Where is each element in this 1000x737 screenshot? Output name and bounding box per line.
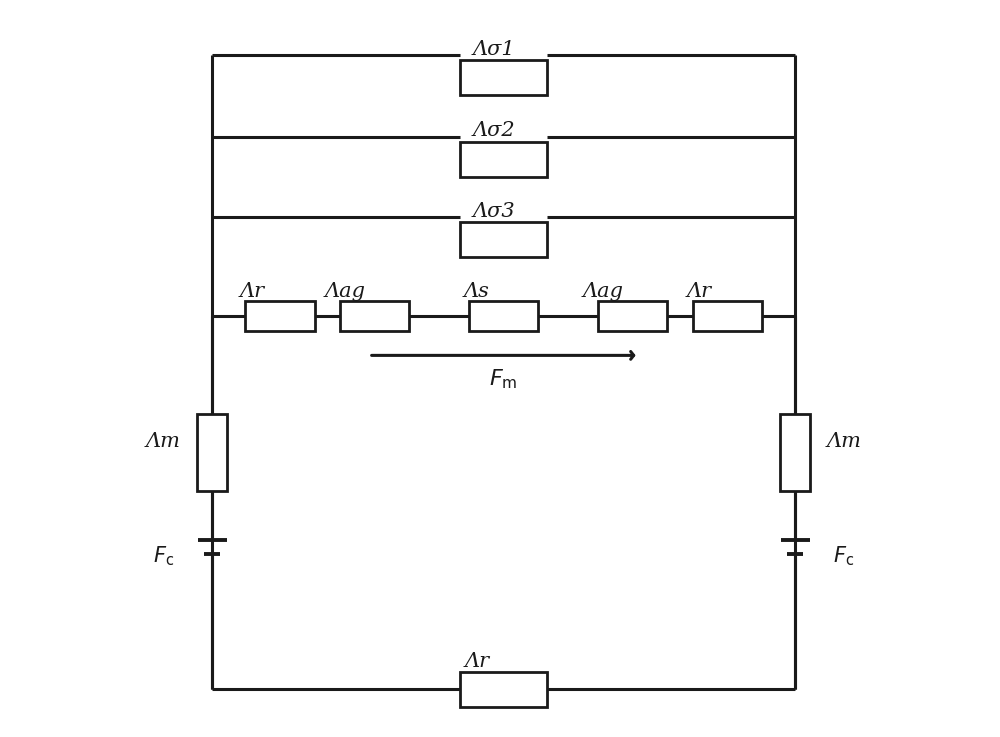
Bar	[460, 222, 547, 257]
Bar	[460, 142, 547, 177]
Text: Λag: Λag	[583, 282, 624, 301]
Text: $F_{\rm c}$: $F_{\rm c}$	[153, 545, 174, 568]
Text: Λr: Λr	[240, 282, 265, 301]
Text: $F_{\rm c}$: $F_{\rm c}$	[833, 545, 854, 568]
Bar	[460, 60, 547, 94]
Bar	[780, 414, 810, 491]
Text: Λσ1: Λσ1	[473, 40, 515, 59]
Text: Λr: Λr	[687, 282, 712, 301]
Bar	[197, 414, 227, 491]
Text: Λm: Λm	[146, 432, 181, 451]
Text: Λσ2: Λσ2	[473, 122, 515, 141]
Bar	[340, 301, 409, 332]
Bar	[598, 301, 667, 332]
Text: Λag: Λag	[325, 282, 366, 301]
Text: Λm: Λm	[826, 432, 861, 451]
Bar	[469, 301, 538, 332]
Bar	[693, 301, 762, 332]
Bar	[245, 301, 315, 332]
Text: Λσ3: Λσ3	[473, 202, 515, 220]
Text: Λs: Λs	[464, 282, 490, 301]
Text: $F_{\rm m}$: $F_{\rm m}$	[489, 368, 518, 391]
Text: Λr: Λr	[464, 652, 489, 671]
Bar	[460, 671, 547, 707]
